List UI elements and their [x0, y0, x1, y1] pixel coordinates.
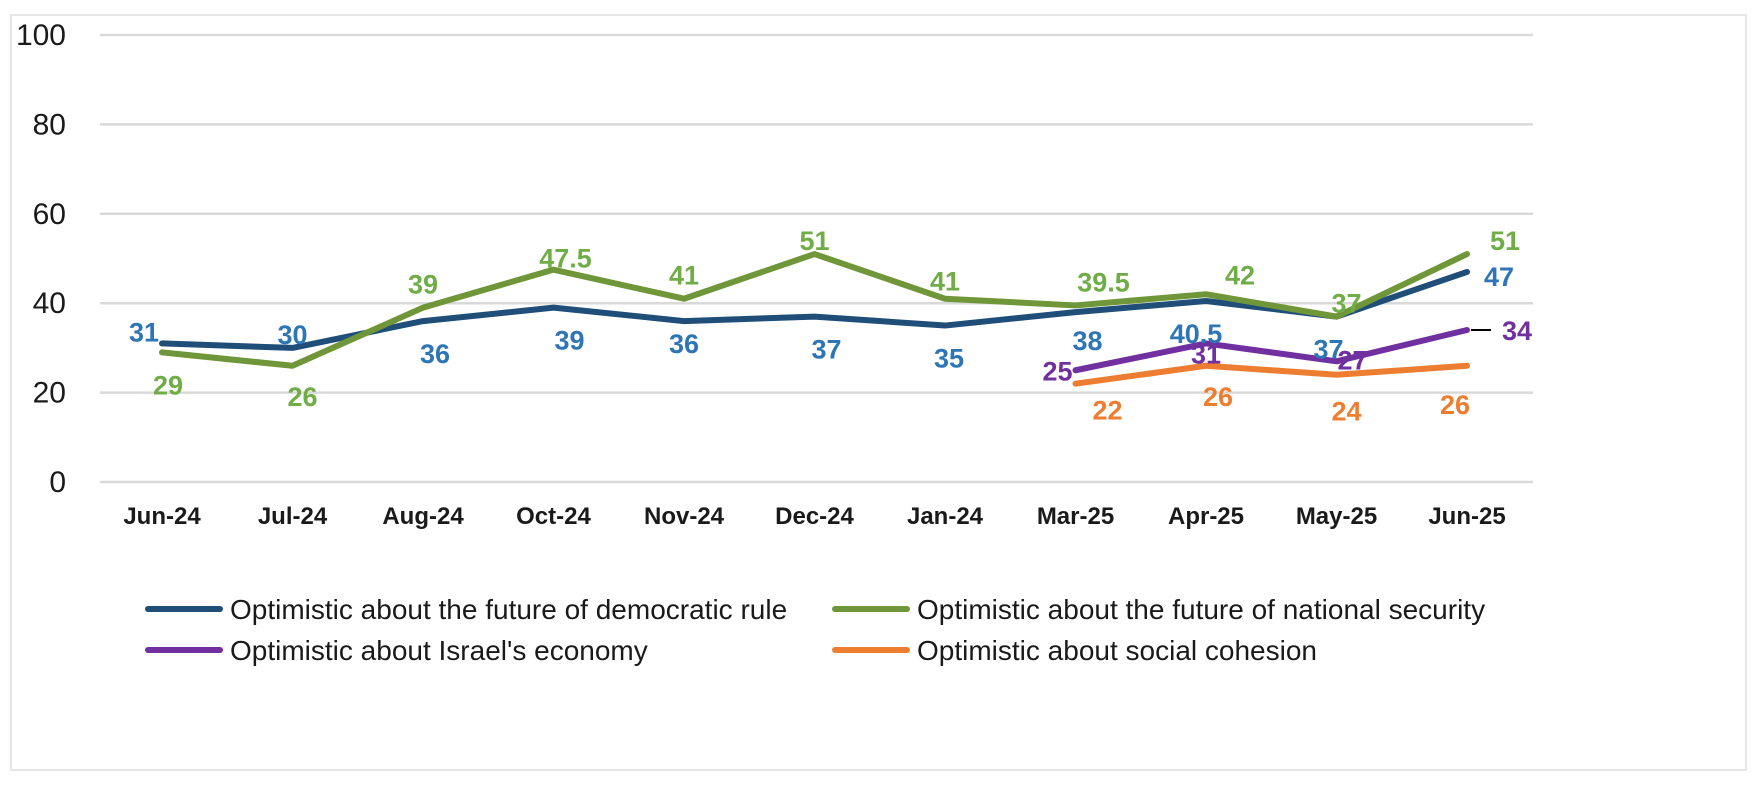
series-line-4	[1072, 362, 1470, 387]
data-label: 24	[1331, 397, 1361, 427]
data-label: 47.5	[539, 244, 592, 274]
y-tick-label: 80	[33, 108, 66, 141]
y-tick-label: 0	[49, 466, 66, 499]
data-label: 39	[408, 270, 438, 300]
data-label: 38	[1072, 326, 1102, 356]
data-label: 27	[1337, 345, 1367, 375]
data-label: 34	[1502, 316, 1532, 346]
data-label: 51	[799, 226, 829, 256]
data-label: 35	[934, 344, 964, 374]
legend-label: Optimistic about the future of national …	[917, 594, 1485, 625]
data-label: 47	[1484, 262, 1514, 292]
data-label: 39	[554, 326, 584, 356]
data-label: 41	[669, 261, 699, 291]
data-label: 25	[1042, 356, 1072, 386]
legend-label: Optimistic about Israel's economy	[230, 635, 648, 666]
y-tick-label: 100	[16, 19, 66, 52]
legend-label: Optimistic about the future of democrati…	[230, 594, 787, 625]
x-tick-label: May-25	[1296, 503, 1377, 530]
x-tick-label: Nov-24	[644, 503, 725, 530]
data-label: 31	[129, 317, 159, 347]
legend-label: Optimistic about social cohesion	[917, 635, 1317, 666]
data-label: 41	[930, 267, 960, 297]
x-tick-label: Oct-24	[516, 503, 591, 530]
x-tick-label: Jan-24	[907, 503, 984, 530]
x-tick-label: Aug-24	[382, 503, 464, 530]
series-line-3	[1072, 327, 1470, 374]
data-label: 26	[1440, 390, 1470, 420]
x-tick-label: Jun-25	[1428, 503, 1505, 530]
data-label: 37	[1331, 289, 1361, 319]
data-label: 26	[1203, 382, 1233, 412]
data-label: 36	[420, 339, 450, 369]
series-line-2	[159, 251, 1470, 369]
legend: Optimistic about the future of democrati…	[145, 594, 1485, 666]
data-label: 51	[1490, 226, 1520, 256]
x-tick-label: Apr-25	[1168, 503, 1244, 530]
series-lines	[159, 251, 1470, 387]
y-tick-label: 60	[33, 198, 66, 231]
x-tick-label: Jul-24	[258, 503, 328, 530]
x-tick-label: Jun-24	[123, 503, 201, 530]
data-label: 36	[669, 329, 699, 359]
data-label: 37	[811, 335, 841, 365]
data-label: 37	[1313, 335, 1343, 365]
data-label: 22	[1092, 396, 1122, 426]
y-axis-ticks: 0 20 40 60 80 100	[16, 19, 66, 499]
data-label: 39.5	[1077, 267, 1130, 297]
gridlines	[100, 33, 1533, 484]
y-tick-label: 20	[33, 377, 66, 410]
data-label: 30	[277, 320, 307, 350]
data-label: 26	[287, 382, 317, 412]
data-label: 42	[1225, 260, 1255, 290]
x-tick-label: Mar-25	[1037, 503, 1114, 530]
data-label: 40.5	[1170, 319, 1223, 349]
data-label: 29	[153, 370, 183, 400]
x-axis-ticks: Jun-24 Jul-24 Aug-24 Oct-24 Nov-24 Dec-24 Jan-…	[123, 503, 1505, 530]
data-label: 31	[1191, 339, 1221, 369]
x-tick-label: Dec-24	[775, 503, 854, 530]
y-tick-label: 40	[33, 287, 66, 320]
data-labels: 31 30 36 39 36 37 35 38 40.5 37 47 29 26 39 47.5 41 51 41…	[129, 226, 1532, 427]
